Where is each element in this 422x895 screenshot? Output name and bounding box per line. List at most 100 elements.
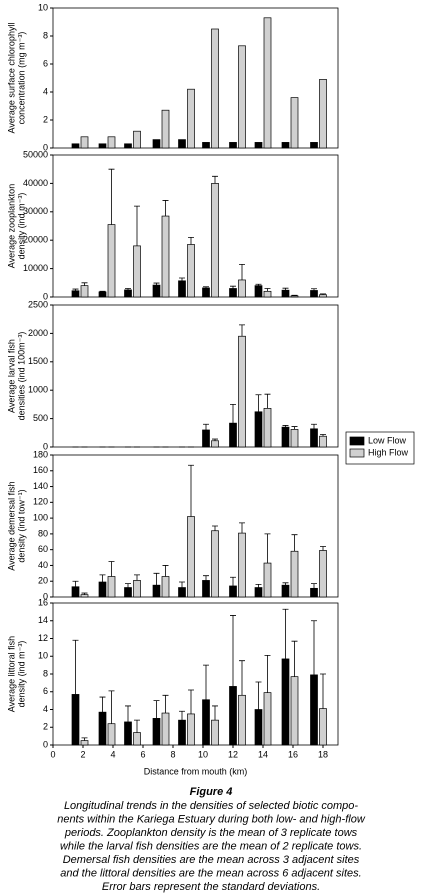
bar (98, 711, 107, 746)
error-bar (108, 690, 115, 724)
y-tick-label: 20 (38, 576, 48, 586)
bar (187, 713, 195, 746)
error-bar (311, 583, 317, 589)
bar (133, 245, 141, 298)
bar (290, 550, 299, 598)
bar (124, 143, 132, 149)
bar (290, 429, 299, 448)
bar (229, 686, 237, 746)
caption-line: while the larval fish densities are the … (60, 840, 362, 852)
error-bar (282, 582, 289, 586)
error-bar (134, 205, 140, 246)
bar (98, 291, 107, 298)
error-bar (291, 294, 298, 296)
bar (80, 740, 89, 746)
x-tick-label: 12 (228, 749, 238, 759)
error-bar (179, 710, 185, 721)
error-bar (179, 581, 185, 588)
x-tick-label: 14 (258, 749, 268, 759)
error-bar (212, 438, 218, 441)
bar (310, 142, 318, 149)
error-bar (255, 583, 262, 588)
bar (202, 580, 210, 598)
bar (124, 721, 132, 746)
bar (152, 584, 161, 598)
bar (319, 435, 327, 448)
error-bar (320, 673, 326, 709)
error-bar (81, 737, 88, 741)
y-axis-label: concentration (mg m⁻³) (16, 32, 26, 125)
error-bar (320, 546, 326, 551)
y-tick-label: 4 (43, 86, 48, 96)
error-bar (188, 236, 194, 245)
y-tick-label: 8 (43, 30, 48, 40)
bar (254, 587, 263, 598)
error-bar (99, 574, 106, 583)
bar (71, 143, 80, 149)
bar (178, 280, 186, 298)
bar (202, 142, 210, 149)
bar (178, 719, 186, 746)
bar (161, 109, 170, 149)
y-axis-label: Average demersal fish (6, 481, 16, 570)
error-bar (255, 394, 262, 412)
bar (310, 290, 318, 298)
error-bar (125, 583, 131, 588)
error-bar (153, 282, 160, 286)
y-tick-label: 180 (33, 449, 48, 459)
legend-swatch (349, 436, 365, 446)
bar (211, 719, 219, 746)
caption-line: and the littoral densities are the mean … (60, 867, 361, 879)
bar (71, 290, 80, 298)
x-tick-label: 4 (110, 749, 115, 759)
bar (238, 335, 246, 448)
bar (254, 709, 263, 746)
y-tick-label: 2 (43, 114, 48, 124)
error-bar (239, 263, 245, 280)
error-bar (264, 654, 271, 693)
error-bar (212, 175, 218, 184)
plot-frame (52, 304, 339, 448)
bar (263, 408, 272, 448)
x-tick-label: 2 (80, 749, 85, 759)
bar (187, 244, 195, 298)
bar (71, 694, 80, 746)
caption-line: periods. Zooplankton density is the mean… (64, 827, 358, 839)
y-tick-label: 60 (38, 544, 48, 554)
error-bar (291, 426, 298, 430)
x-tick-label: 16 (288, 749, 298, 759)
y-tick-label: 500 (33, 413, 48, 423)
error-bar (188, 464, 194, 517)
error-bar (320, 434, 326, 437)
bar (319, 708, 327, 746)
bar (254, 411, 263, 448)
y-tick-label: 80 (38, 528, 48, 538)
bar (80, 136, 89, 149)
x-axis-label: Distance from mouth (km) (144, 766, 248, 776)
x-tick-label: 6 (140, 749, 145, 759)
error-bar (239, 660, 245, 696)
bar (290, 295, 299, 298)
bar (290, 97, 299, 149)
error-bar (162, 565, 169, 577)
plot-frame (52, 154, 339, 298)
error-bar (282, 425, 289, 428)
bar (202, 699, 210, 746)
bar (133, 732, 141, 746)
bar (152, 718, 161, 746)
y-tick-label: 0 (43, 739, 48, 749)
error-bar (72, 639, 79, 695)
y-tick-label: 0 (43, 441, 48, 451)
error-bar (162, 694, 169, 714)
bar (229, 288, 237, 298)
bar (263, 17, 272, 149)
bar (161, 712, 170, 746)
bar (263, 692, 272, 746)
bar (178, 139, 186, 149)
bar (211, 28, 219, 149)
bar (98, 581, 107, 598)
y-tick-label: 2500 (28, 299, 48, 309)
y-tick-label: 4 (43, 704, 48, 714)
bar (310, 587, 318, 598)
error-bar (72, 288, 79, 291)
